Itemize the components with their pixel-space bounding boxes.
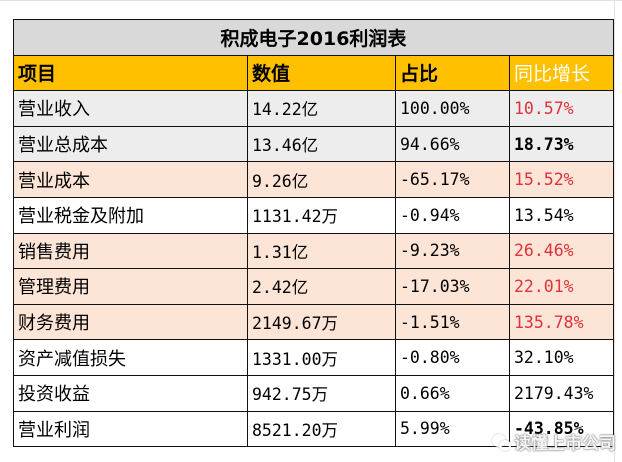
row-ratio[interactable]: 100.00% [395, 90, 510, 127]
title-row: 积成电子2016利润表 [13, 19, 614, 56]
row-growth[interactable]: 26.46% [509, 232, 614, 270]
row-value[interactable]: 1131.42万 [247, 196, 396, 234]
row-item[interactable]: 营业税金及附加 [13, 196, 248, 234]
row-item[interactable]: 管理费用 [13, 268, 248, 305]
row-growth[interactable]: 13.54% [509, 196, 614, 234]
row-value[interactable]: 13.46亿 [247, 125, 396, 163]
row-ratio[interactable]: 0.66% [395, 374, 510, 412]
row-value[interactable]: 942.75万 [247, 374, 396, 412]
table-row: 财务费用 2149.67万 -1.51% 135.78% [13, 303, 614, 341]
row-item[interactable]: 营业成本 [13, 161, 248, 198]
row-ratio[interactable]: -17.03% [395, 268, 510, 305]
row-item[interactable]: 投资收益 [13, 374, 248, 412]
row-value[interactable]: 2.42亿 [247, 268, 396, 305]
row-growth[interactable]: 18.73% [509, 125, 614, 163]
row-value[interactable]: 2149.67万 [247, 303, 396, 341]
row-growth[interactable]: 15.52% [509, 161, 614, 198]
table-row: 营业总成本 13.46亿 94.66% 18.73% [13, 125, 614, 163]
row-growth[interactable]: 22.01% [509, 268, 614, 305]
header-row: 项目 数值 占比 同比增长 [13, 54, 614, 92]
row-item[interactable]: 营业总成本 [13, 125, 248, 163]
table-row: 营业利润 8521.20万 5.99% -43.85% [13, 410, 614, 448]
row-ratio[interactable]: -1.51% [395, 303, 510, 341]
header-value: 数值 [247, 54, 396, 92]
table-row: 投资收益 942.75万 0.66% 2179.43% [13, 374, 614, 412]
row-item[interactable]: 财务费用 [13, 303, 248, 341]
row-item[interactable]: 营业利润 [13, 410, 248, 448]
table-row: 营业成本 9.26亿 -65.17% 15.52% [13, 161, 614, 198]
row-ratio[interactable]: -9.23% [395, 232, 510, 270]
row-growth[interactable]: 135.78% [509, 303, 614, 341]
row-value[interactable]: 8521.20万 [247, 410, 396, 448]
row-item[interactable]: 销售费用 [13, 232, 248, 270]
row-value[interactable]: 1331.00万 [247, 339, 396, 376]
header-growth: 同比增长 [509, 54, 614, 92]
table-row: 管理费用 2.42亿 -17.03% 22.01% [13, 268, 614, 305]
row-growth[interactable]: 2179.43% [509, 374, 614, 412]
row-ratio[interactable]: -0.80% [395, 339, 510, 376]
gridline [614, 0, 622, 462]
table-row: 销售费用 1.31亿 -9.23% 26.46% [13, 232, 614, 270]
row-growth[interactable]: 32.10% [509, 339, 614, 376]
row-item[interactable]: 营业收入 [13, 90, 248, 127]
row-item[interactable]: 资产减值损失 [13, 339, 248, 376]
profit-table: 积成电子2016利润表 项目 数值 占比 同比增长 营业收入 14.22亿 10… [13, 19, 614, 448]
row-growth[interactable]: -43.85% [509, 410, 614, 448]
row-value[interactable]: 1.31亿 [247, 232, 396, 270]
header-item: 项目 [13, 54, 248, 92]
row-value[interactable]: 14.22亿 [247, 90, 396, 127]
table-title: 积成电子2016利润表 [13, 19, 614, 56]
row-ratio[interactable]: -65.17% [395, 161, 510, 198]
row-ratio[interactable]: 94.66% [395, 125, 510, 163]
table-row: 营业税金及附加 1131.42万 -0.94% 13.54% [13, 196, 614, 234]
table-row: 资产减值损失 1331.00万 -0.80% 32.10% [13, 339, 614, 376]
row-ratio[interactable]: -0.94% [395, 196, 510, 234]
table-row: 营业收入 14.22亿 100.00% 10.57% [13, 90, 614, 127]
row-value[interactable]: 9.26亿 [247, 161, 396, 198]
header-ratio: 占比 [395, 54, 510, 92]
row-ratio[interactable]: 5.99% [395, 410, 510, 448]
row-growth[interactable]: 10.57% [509, 90, 614, 127]
